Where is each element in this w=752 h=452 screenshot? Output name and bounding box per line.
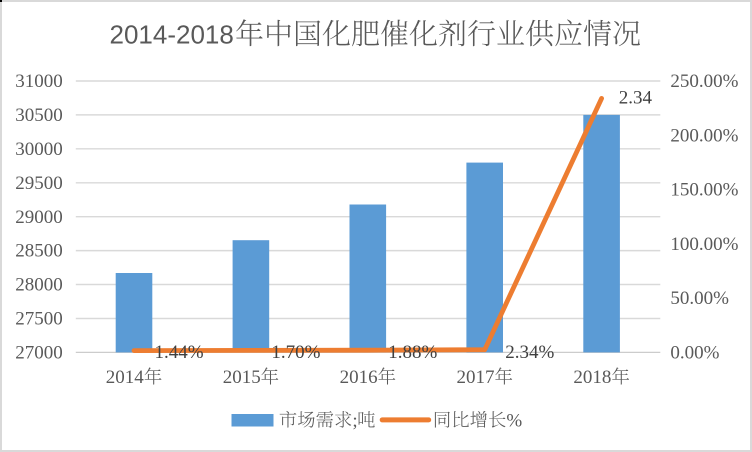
svg-text:30500: 30500 — [15, 105, 63, 126]
svg-text:2014-2018: 2014-2018 — [110, 20, 234, 50]
svg-text:100.00%: 100.00% — [670, 234, 738, 255]
svg-text:1.70%: 1.70% — [271, 342, 320, 363]
svg-text:31000: 31000 — [15, 71, 63, 92]
svg-text:2.34%: 2.34% — [505, 342, 554, 363]
svg-text:2014: 2014 — [106, 367, 145, 388]
svg-text:250.00%: 250.00% — [670, 71, 738, 92]
svg-text:2016: 2016 — [340, 367, 378, 388]
svg-text:2018: 2018 — [573, 367, 611, 388]
svg-text:27500: 27500 — [15, 309, 63, 330]
svg-text:1.44%: 1.44% — [155, 342, 204, 363]
svg-text:;: ; — [352, 410, 357, 431]
svg-text:30000: 30000 — [15, 139, 63, 160]
svg-text:%: % — [506, 410, 522, 431]
svg-text:28000: 28000 — [15, 275, 63, 296]
svg-text:0.00%: 0.00% — [670, 343, 719, 364]
svg-text:29500: 29500 — [15, 173, 63, 194]
svg-text:27000: 27000 — [15, 343, 63, 364]
svg-text:50.00%: 50.00% — [670, 288, 729, 309]
svg-text:150.00%: 150.00% — [670, 180, 738, 201]
svg-text:1.88%: 1.88% — [388, 342, 437, 363]
svg-text:2017: 2017 — [457, 367, 495, 388]
svg-text:28500: 28500 — [15, 241, 63, 262]
svg-text:2015: 2015 — [223, 367, 261, 388]
svg-text:29000: 29000 — [15, 207, 63, 228]
svg-text:2.34: 2.34 — [619, 88, 653, 109]
svg-text:200.00%: 200.00% — [670, 125, 738, 146]
